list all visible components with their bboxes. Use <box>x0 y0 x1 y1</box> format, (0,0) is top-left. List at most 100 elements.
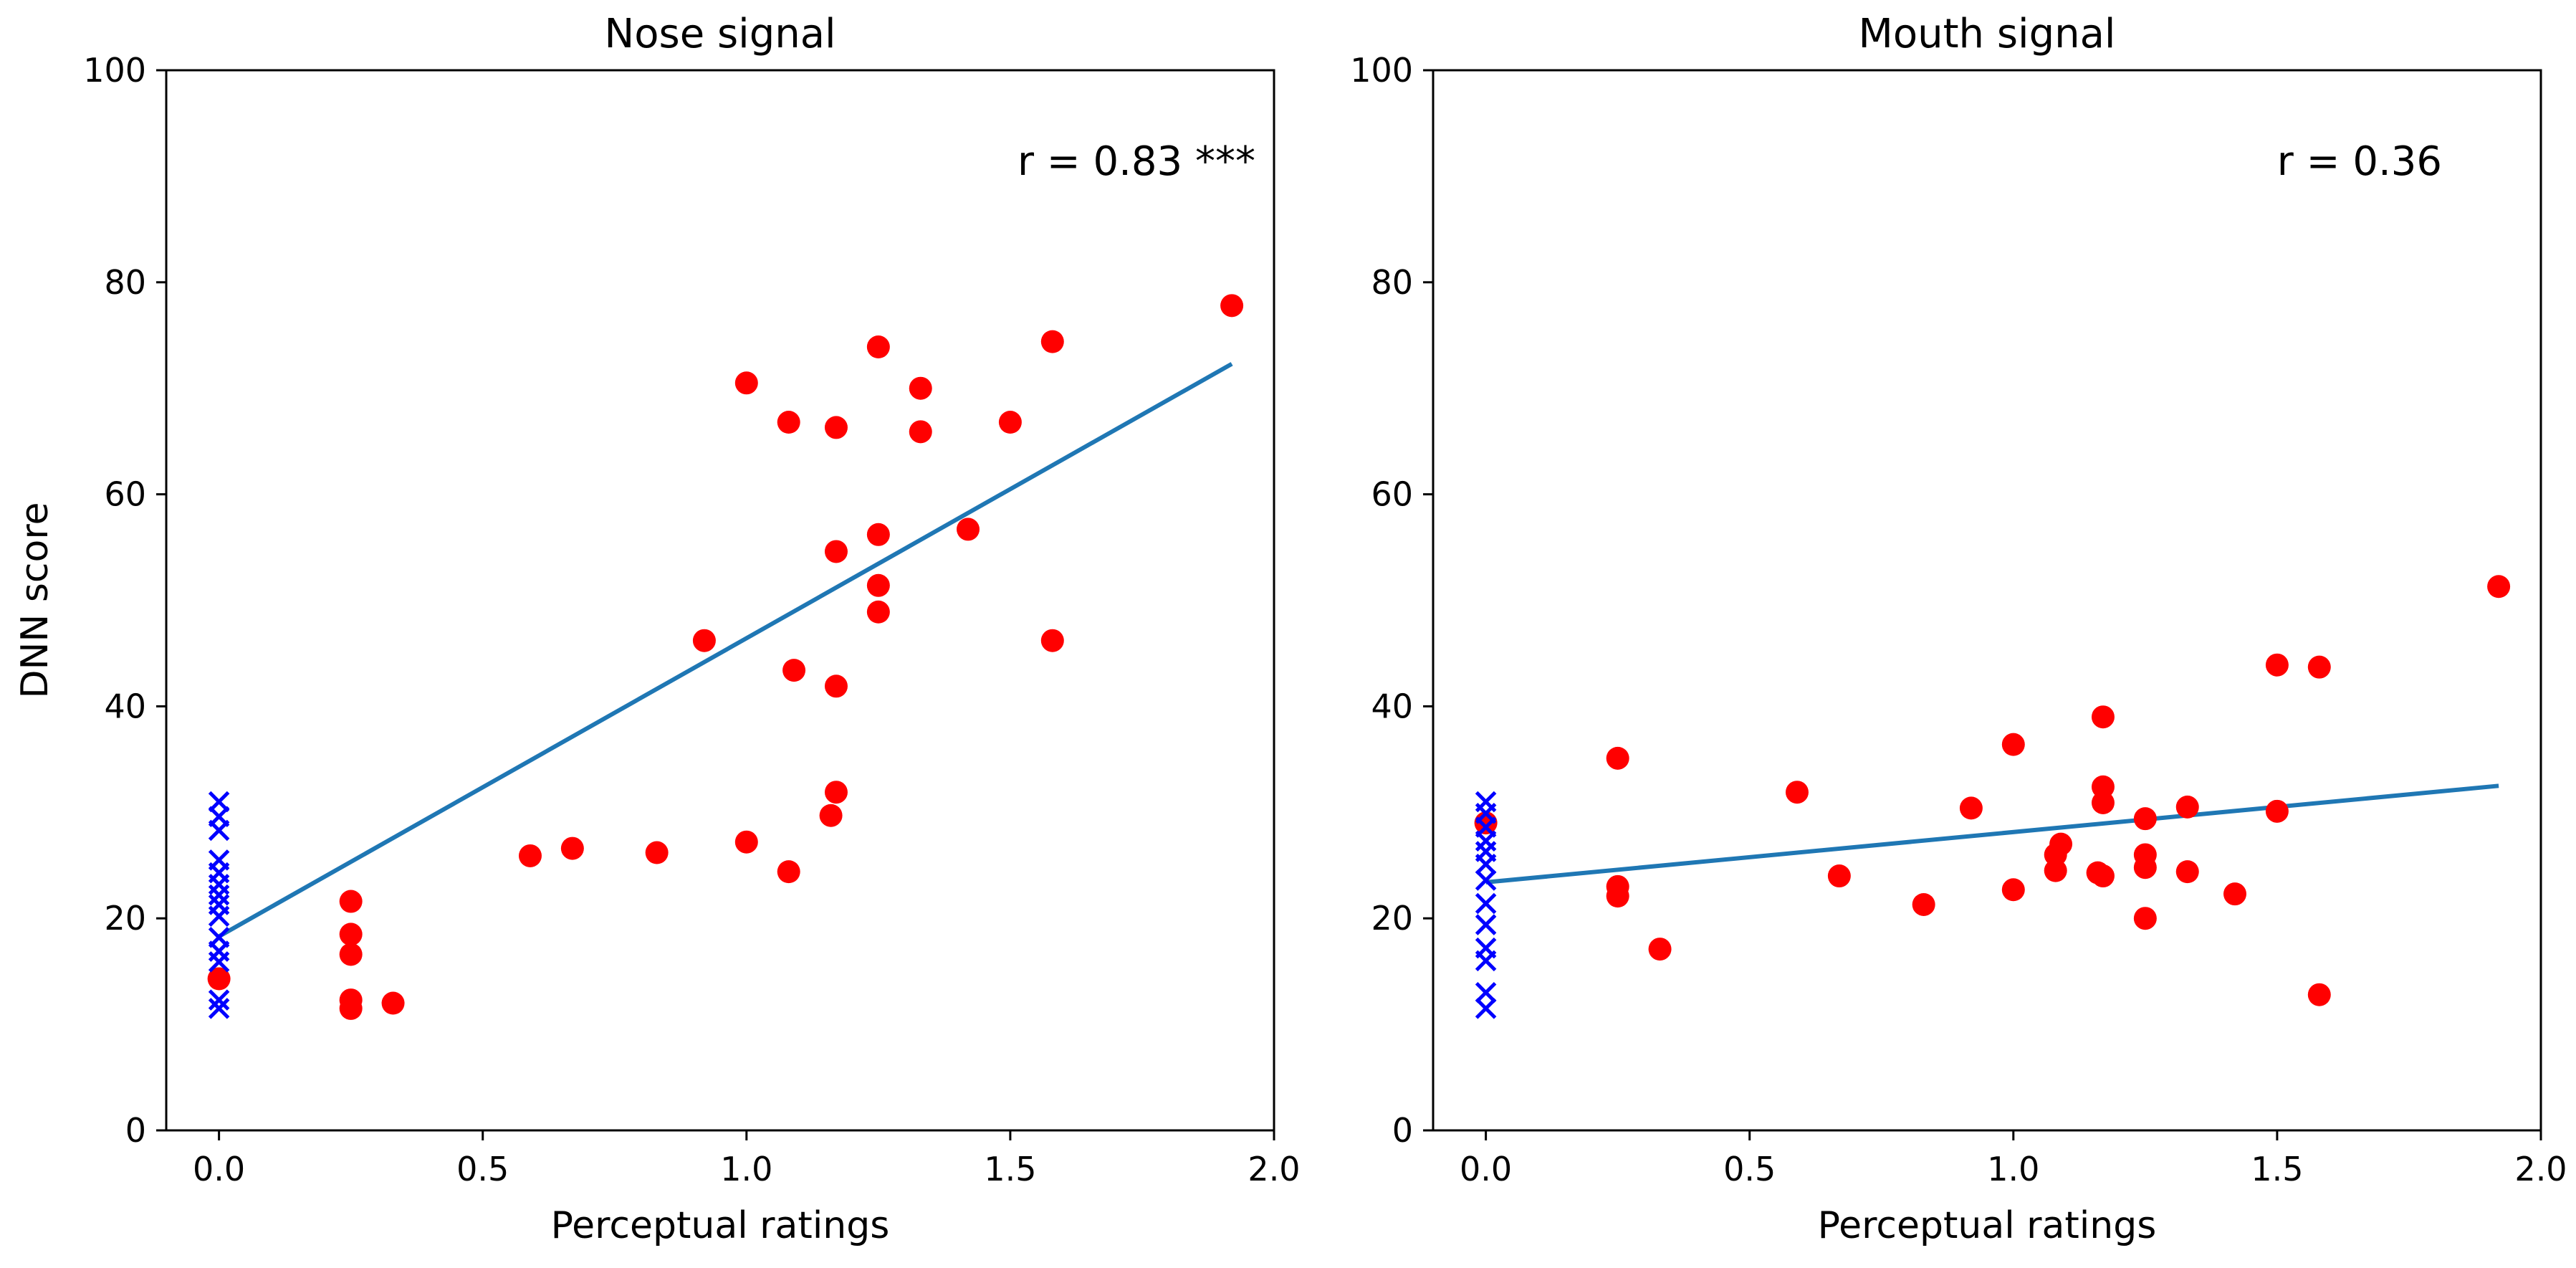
data-point <box>1606 885 1629 908</box>
data-point <box>1220 294 1244 318</box>
x-tick-label: 1.5 <box>984 1150 1036 1188</box>
data-point <box>2487 575 2511 599</box>
data-point <box>909 376 932 400</box>
y-tick-label: 80 <box>104 263 146 302</box>
x-axis-label: Perceptual ratings <box>551 1204 890 1247</box>
data-point <box>2091 864 2115 888</box>
data-point <box>1785 781 1809 804</box>
x-marker-stroke <box>1475 914 1497 935</box>
data-point <box>1606 746 1629 770</box>
x-tick-label: 1.0 <box>720 1150 772 1188</box>
data-point-x-marker <box>208 819 230 842</box>
x-marker-stroke <box>208 905 230 928</box>
x-tick-label: 0.0 <box>193 1150 245 1188</box>
data-point <box>1040 629 1064 652</box>
data-point-x-marker <box>1475 950 1497 972</box>
data-point <box>2044 859 2067 882</box>
data-point <box>824 674 848 698</box>
data-point <box>339 890 363 913</box>
data-point <box>909 420 932 444</box>
regression-line <box>218 362 1233 938</box>
data-point-x-marker <box>208 884 230 906</box>
y-tick-label: 40 <box>104 687 146 725</box>
data-point-x-marker <box>208 951 230 973</box>
data-point <box>1648 938 1672 961</box>
x-marker-stroke <box>1475 998 1497 1019</box>
data-point <box>819 804 843 827</box>
x-marker-stroke <box>208 989 230 1011</box>
plot-frame <box>165 69 1275 1132</box>
y-tick-label: 60 <box>104 475 146 514</box>
data-point <box>2307 983 2331 1006</box>
plot-frame <box>1432 69 2542 1132</box>
y-tick-label: 20 <box>1371 899 1413 938</box>
chart-title: Mouth signal <box>1859 11 2116 57</box>
data-point <box>2223 882 2247 906</box>
x-marker-stroke <box>1475 892 1497 915</box>
data-point <box>518 844 542 867</box>
x-tick-label: 2.0 <box>1248 1150 1300 1188</box>
x-marker-stroke <box>208 998 230 1019</box>
data-point <box>777 411 800 434</box>
data-point <box>2091 705 2115 729</box>
data-point <box>998 411 1022 434</box>
data-point <box>560 836 584 860</box>
x-tick-label: 1.0 <box>1987 1150 2039 1188</box>
correlation-annotation: r = 0.83 *** <box>1018 138 1255 185</box>
data-point <box>734 830 758 854</box>
data-point <box>2133 807 2157 831</box>
data-point <box>824 540 848 563</box>
y-tick-label: 80 <box>1371 263 1413 302</box>
x-marker-stroke <box>208 884 230 906</box>
data-point <box>866 600 890 624</box>
x-tick-label: 1.5 <box>2251 1150 2303 1188</box>
panel-mouth-signal: 0.0 0.5 1.0 1.5 2.0 0 20 40 60 80 100 Mouth signal P… <box>1350 11 2567 1247</box>
data-point <box>381 991 405 1015</box>
y-tick-label: 40 <box>1371 687 1413 725</box>
y-tick-label: 100 <box>83 51 146 90</box>
regression-line <box>1485 783 2499 885</box>
y-tick-label: 0 <box>1392 1111 1413 1150</box>
data-point-x-marker <box>1475 892 1497 915</box>
data-point <box>339 923 363 946</box>
data-point <box>1959 796 1983 820</box>
data-point <box>1040 330 1064 353</box>
data-point-x-marker <box>208 989 230 1011</box>
y-tick-label: 100 <box>1350 51 1413 90</box>
data-point <box>2001 878 2025 902</box>
x-tick-label: 2.0 <box>2514 1150 2567 1188</box>
x-marker-stroke <box>208 951 230 973</box>
data-point <box>734 371 758 395</box>
data-point <box>824 416 848 439</box>
data-point <box>2175 860 2199 884</box>
data-point <box>2091 791 2115 814</box>
x-axis-label: Perceptual ratings <box>1818 1204 2157 1247</box>
data-point-x-marker <box>208 905 230 928</box>
y-tick-label: 60 <box>1371 475 1413 514</box>
x-marker-stroke <box>208 819 230 842</box>
data-point <box>2265 653 2289 677</box>
y-axis-label: DNN score <box>14 502 57 698</box>
data-point-x-marker <box>1475 914 1497 935</box>
data-point <box>2175 795 2199 819</box>
y-tick-label: 20 <box>104 899 146 938</box>
data-point <box>207 967 231 991</box>
data-point <box>1827 864 1851 888</box>
x-tick-label: 0.0 <box>1460 1150 1512 1188</box>
data-point <box>2307 655 2331 679</box>
x-marker-stroke <box>1475 981 1497 1004</box>
x-tick-label: 0.5 <box>1723 1150 1776 1188</box>
data-point <box>866 335 890 359</box>
data-point <box>824 781 848 804</box>
data-point <box>2133 907 2157 930</box>
x-marker-stroke <box>1475 950 1497 972</box>
y-tick-label: 0 <box>125 1111 146 1150</box>
data-point <box>866 573 890 597</box>
data-point <box>866 523 890 546</box>
correlation-annotation: r = 0.36 <box>2277 138 2442 185</box>
data-point <box>339 943 363 966</box>
data-point <box>782 659 806 682</box>
data-point <box>2001 733 2025 756</box>
data-point <box>777 860 800 884</box>
